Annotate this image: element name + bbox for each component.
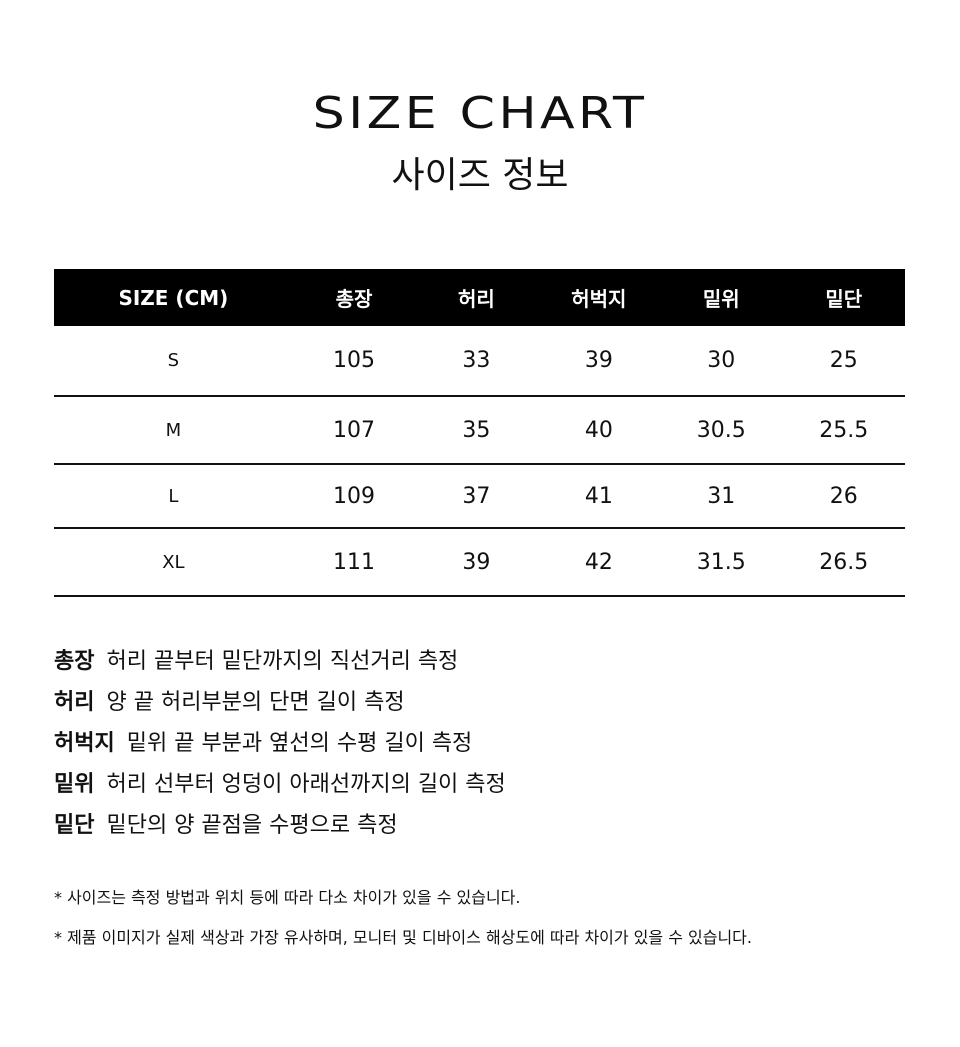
measurement-cell: 25 bbox=[782, 326, 905, 397]
column-header: 허벅지 bbox=[537, 269, 661, 326]
measurement-cell: 40 bbox=[537, 396, 661, 465]
measurement-cell: 41 bbox=[537, 464, 661, 529]
table-header-row: SIZE (CM) 총장 허리 허벅지 밑위 밑단 bbox=[54, 269, 905, 326]
legend-item: 허리 양 끝 허리부분의 단면 길이 측정 bbox=[54, 685, 506, 726]
note: * 사이즈는 측정 방법과 위치 등에 따라 다소 차이가 있을 수 있습니다. bbox=[54, 888, 521, 907]
column-header: 밑위 bbox=[660, 269, 783, 326]
legend-item: 밑단 밑단의 양 끝점을 수평으로 측정 bbox=[54, 808, 506, 849]
legend-description: 허리 끝부터 밑단까지의 직선거리 측정 bbox=[106, 649, 459, 674]
measurement-cell: 26 bbox=[782, 464, 905, 529]
measurement-cell: 35 bbox=[415, 396, 538, 465]
notes: * 사이즈는 측정 방법과 위치 등에 따라 다소 차이가 있을 수 있습니다.… bbox=[54, 884, 752, 964]
measurement-cell: 42 bbox=[537, 528, 661, 597]
measurement-cell: 31.5 bbox=[660, 528, 783, 597]
legend-description: 밑단의 양 끝점을 수평으로 측정 bbox=[106, 813, 398, 838]
measurement-cell: 30 bbox=[660, 326, 783, 397]
measurement-cell: 107 bbox=[292, 396, 416, 465]
size-label: M bbox=[54, 396, 293, 465]
legend-description: 허리 선부터 엉덩이 아래선까지의 길이 측정 bbox=[106, 772, 506, 797]
column-header: SIZE (CM) bbox=[54, 269, 293, 326]
table-row: M 107 35 40 30.5 25.5 bbox=[54, 396, 905, 465]
column-header: 밑단 bbox=[782, 269, 905, 326]
legend-description: 밑위 끝 부분과 옆선의 수평 길이 측정 bbox=[126, 731, 473, 756]
table-row: L 109 37 41 31 26 bbox=[54, 464, 905, 529]
measurement-cell: 33 bbox=[415, 326, 538, 397]
legend-description: 양 끝 허리부분의 단면 길이 측정 bbox=[106, 690, 405, 715]
size-label: L bbox=[54, 464, 293, 529]
table-row: S 105 33 39 30 25 bbox=[54, 326, 905, 397]
measurement-cell: 111 bbox=[292, 528, 416, 597]
measurement-cell: 31 bbox=[660, 464, 783, 529]
legend-term: 밑단 bbox=[54, 813, 95, 838]
legend-item: 총장 허리 끝부터 밑단까지의 직선거리 측정 bbox=[54, 644, 506, 685]
measurement-cell: 37 bbox=[415, 464, 538, 529]
legend-item: 허벅지 밑위 끝 부분과 옆선의 수평 길이 측정 bbox=[54, 726, 506, 767]
size-table: SIZE (CM) 총장 허리 허벅지 밑위 밑단 S 105 33 39 30 25 M 1… bbox=[54, 269, 905, 597]
column-header: 총장 bbox=[292, 269, 416, 326]
measurement-cell: 39 bbox=[415, 528, 538, 597]
measurement-cell: 109 bbox=[292, 464, 416, 529]
legend-item: 밑위 허리 선부터 엉덩이 아래선까지의 길이 측정 bbox=[54, 767, 506, 808]
size-label: S bbox=[54, 326, 293, 397]
page-subtitle: 사이즈 정보 bbox=[391, 155, 569, 196]
measurement-cell: 25.5 bbox=[782, 396, 905, 465]
size-label: XL bbox=[54, 528, 293, 597]
measurement-cell: 30.5 bbox=[660, 396, 783, 465]
measurement-cell: 26.5 bbox=[782, 528, 905, 597]
legend-term: 총장 bbox=[54, 649, 95, 674]
measurement-cell: 105 bbox=[292, 326, 416, 397]
column-header: 허리 bbox=[415, 269, 538, 326]
note: * 제품 이미지가 실제 색상과 가장 유사하며, 모니터 및 디바이스 해상도… bbox=[54, 928, 752, 947]
legend-term: 밑위 bbox=[54, 772, 95, 797]
measurement-cell: 39 bbox=[537, 326, 661, 397]
legend-term: 허리 bbox=[54, 690, 95, 715]
legend-term: 허벅지 bbox=[54, 731, 115, 756]
table-row: XL 111 39 42 31.5 26.5 bbox=[54, 528, 905, 597]
page-title: SIZE CHART bbox=[312, 88, 648, 139]
